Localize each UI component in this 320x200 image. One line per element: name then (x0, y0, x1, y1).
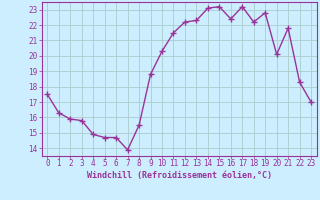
X-axis label: Windchill (Refroidissement éolien,°C): Windchill (Refroidissement éolien,°C) (87, 171, 272, 180)
